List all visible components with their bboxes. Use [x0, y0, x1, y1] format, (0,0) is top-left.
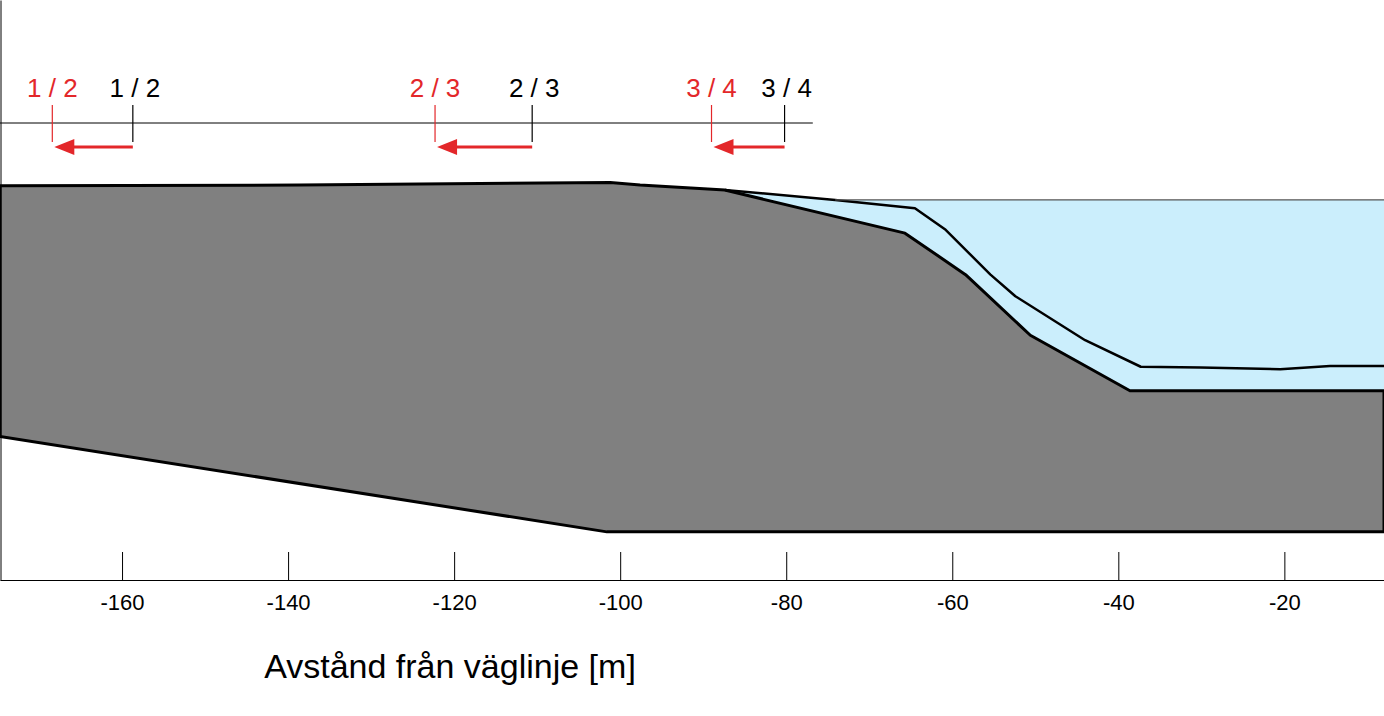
marker-label: 1 / 2 — [27, 73, 78, 103]
marker-tick — [711, 105, 712, 142]
tick: -120 — [433, 552, 477, 615]
tick-label: -120 — [433, 590, 477, 615]
tick-mark — [952, 552, 953, 580]
marker-line — [0, 123, 813, 124]
marker-tick — [132, 105, 133, 142]
tick-mark — [122, 552, 123, 580]
chart: -160 -140 -120 -100 -80 -60 -40 -20 Avstånd från… — [0, 0, 1384, 716]
tick: -160 — [101, 552, 145, 615]
marker-label: 2 / 3 — [509, 73, 560, 103]
marker-tick — [434, 105, 435, 142]
marker-label: 3 / 4 — [686, 73, 737, 103]
y-axis — [1, 1, 2, 581]
tick-mark — [1284, 552, 1285, 580]
tick-label: -20 — [1269, 590, 1301, 615]
area — [0, 183, 1384, 532]
tick-mark — [454, 552, 455, 580]
tick-label: -160 — [101, 590, 145, 615]
tick-mark — [1118, 552, 1119, 580]
y-axis-line — [1, 1, 2, 581]
tick: -60 — [937, 552, 969, 615]
tick-label: -60 — [937, 590, 969, 615]
tick-label: -40 — [1103, 590, 1135, 615]
marker-label: 1 / 2 — [110, 73, 161, 103]
x-axis-title: Avstånd från väglinje [m] — [264, 647, 636, 685]
x-axis: -160 -140 -120 -100 -80 -60 -40 -20 — [1, 552, 1384, 615]
tick: -100 — [599, 552, 643, 615]
marker-label: 3 / 4 — [761, 73, 812, 103]
x-axis-line — [1, 580, 1384, 581]
tick-label: -140 — [267, 590, 311, 615]
arrow-head — [714, 139, 734, 155]
tick: -80 — [771, 552, 803, 615]
line — [835, 199, 1384, 200]
tick-mark — [288, 552, 289, 580]
arrow-head — [437, 139, 457, 155]
marker-tick — [784, 105, 785, 142]
tick-mark — [786, 552, 787, 580]
tick-mark — [620, 552, 621, 580]
tick: -40 — [1103, 552, 1135, 615]
marker-tick — [52, 105, 53, 142]
arrow-head — [54, 139, 74, 155]
marker-label: 2 / 3 — [410, 73, 461, 103]
tick: -140 — [267, 552, 311, 615]
plot-area — [0, 183, 1384, 532]
annotations: 1 / 2 1 / 2 2 / 3 2 / 3 3 / 4 3 / 4 — [0, 73, 813, 155]
tick-label: -80 — [771, 590, 803, 615]
arrow-shaft — [72, 146, 133, 149]
arrow-shaft — [455, 146, 532, 149]
arrow-shaft — [732, 146, 785, 149]
marker-tick — [532, 105, 533, 142]
line — [725, 190, 1384, 369]
tick: -20 — [1269, 552, 1301, 615]
tick-label: -100 — [599, 590, 643, 615]
